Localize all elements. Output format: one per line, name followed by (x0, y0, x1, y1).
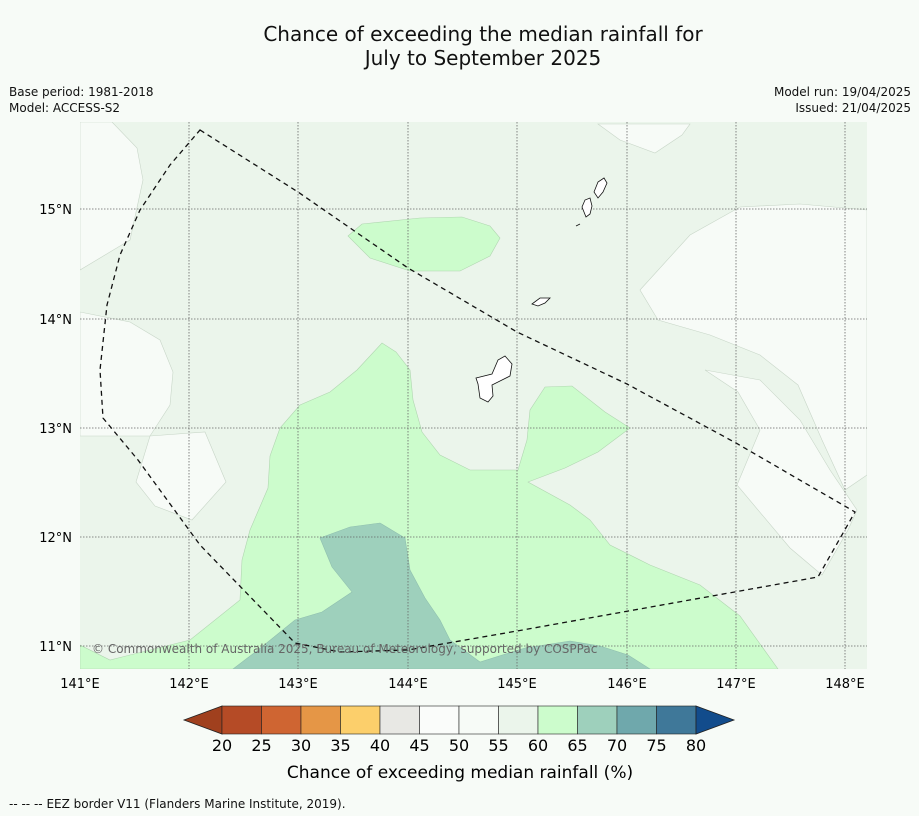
colorbar-swatch (221, 705, 262, 735)
region-50-55 (704, 369, 858, 576)
colorbar-swatch (340, 705, 381, 735)
colorbar-tick-label: 35 (330, 736, 350, 755)
region-50-55 (80, 311, 174, 437)
lon-tick-label: 142°E (169, 677, 209, 692)
issued-text: Issued: 21/04/2025 (795, 101, 911, 115)
lat-tick-label: 14°N (39, 313, 72, 328)
lon-tick-label: 148°E (825, 677, 865, 692)
lon-tick-label: 141°E (60, 677, 100, 692)
colorbar-tick-label: 45 (409, 736, 429, 755)
lon-tick-labels: 141°E 142°E 143°E 144°E 145°E 146°E 147°… (60, 677, 865, 692)
colorbar-swatch (300, 705, 341, 735)
lat-tick-label: 12°N (39, 531, 72, 546)
map-title: Chance of exceeding the median rainfall … (0, 22, 919, 70)
region-50-55 (80, 122, 144, 271)
lat-tick-labels: 15°N 14°N 13°N 12°N 11°N (39, 203, 72, 655)
saipan-island (593, 177, 608, 199)
lon-tick-label: 146°E (607, 677, 647, 692)
model-text: Model: ACCESS-S2 (9, 101, 121, 115)
meta-right: Model run: 19/04/2025 Issued: 21/04/2025 (774, 84, 911, 116)
region-60-65 (347, 216, 501, 272)
lat-tick-label: 11°N (39, 640, 72, 655)
footnote: -- -- -- EEZ border V11 (Flanders Marine… (9, 797, 346, 811)
colorbar-tick-label: 65 (567, 736, 587, 755)
eez-legend-dashes: -- -- -- (9, 797, 43, 811)
lat-tick-label: 15°N (39, 203, 72, 218)
colorbar-tick-label: 55 (488, 736, 508, 755)
colorbar-tick-label: 25 (251, 736, 271, 755)
colorbar-swatch (656, 705, 697, 735)
colorbar: 20 25 30 35 40 45 50 55 60 65 70 75 80 (182, 705, 736, 755)
lat-tick-label: 13°N (39, 422, 72, 437)
lon-tick-label: 143°E (278, 677, 318, 692)
colorbar-swatch (261, 705, 302, 735)
tinian-island (581, 197, 593, 218)
lon-tick-label: 144°E (388, 677, 428, 692)
colorbar-tick-label: 40 (370, 736, 390, 755)
guam-island (475, 355, 513, 403)
region-50-55 (597, 123, 691, 154)
colorbar-tick-label: 50 (449, 736, 469, 755)
lon-tick-label: 147°E (716, 677, 756, 692)
copyright-text: © Commonwealth of Australia 2025, Bureau… (92, 642, 597, 656)
colorbar-swatch (616, 705, 657, 735)
model-run-text: Model run: 19/04/2025 (773, 85, 911, 99)
meta-left: Base period: 1981-2018 Model: ACCESS-S2 (9, 84, 154, 116)
region-50-55 (639, 203, 867, 491)
colorbar-min-arrow (182, 705, 223, 735)
title-line-2: July to September 2025 (364, 46, 602, 70)
eez-legend-text: EEZ border V11 (Flanders Marine Institut… (46, 797, 346, 811)
colorbar-swatch (577, 705, 618, 735)
colorbar-swatch (379, 705, 420, 735)
eez-border (99, 129, 856, 653)
colorbar-tick-label: 80 (686, 736, 706, 755)
colorbar-tick-label: 70 (607, 736, 627, 755)
colorbar-title: Chance of exceeding median rainfall (%) (287, 763, 633, 783)
colorbar-tick-label: 75 (646, 736, 666, 755)
colorbar-swatch (498, 705, 539, 735)
colorbar-tick-label: 20 (212, 736, 232, 755)
lon-tick-label: 145°E (497, 677, 537, 692)
region-50-55 (135, 431, 227, 521)
colorbar-max-arrow (695, 705, 736, 735)
region-65-70 (232, 522, 651, 669)
colorbar-swatch (419, 705, 460, 735)
base-period-text: Base period: 1981-2018 (9, 85, 154, 99)
colorbar-tick-label: 60 (528, 736, 548, 755)
map-panel: © Commonwealth of Australia 2025, Bureau… (80, 122, 867, 669)
rota-island (531, 297, 551, 307)
title-line-1: Chance of exceeding the median rainfall … (263, 22, 703, 46)
islands (475, 177, 608, 403)
region-60-65 (80, 342, 779, 669)
colorbar-swatch (458, 705, 499, 735)
aguijan-island (575, 223, 581, 227)
colorbar-tick-label: 30 (291, 736, 311, 755)
gridlines (80, 122, 867, 669)
colorbar-swatch (537, 705, 578, 735)
